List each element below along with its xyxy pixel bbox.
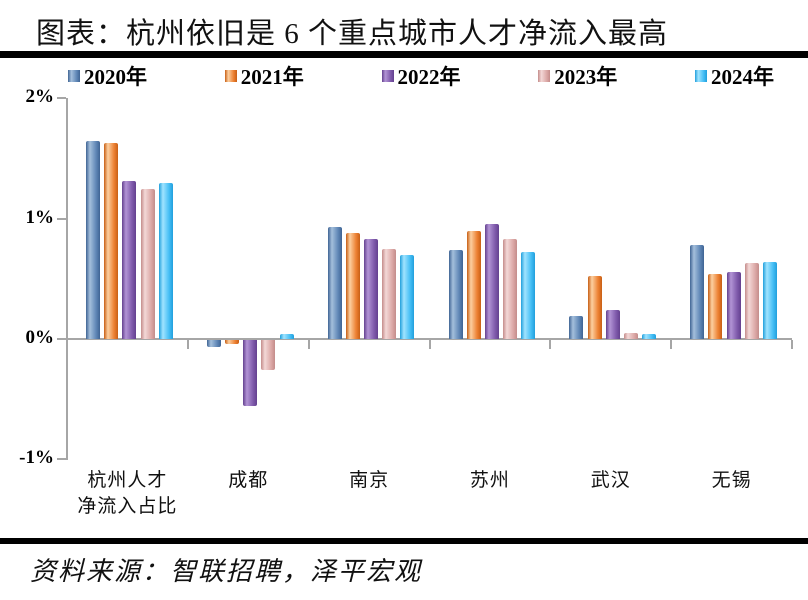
legend-label: 2022年 <box>397 65 461 89</box>
bar <box>364 239 379 339</box>
source-note: 资料来源：智联招聘，泽平宏观 <box>30 557 423 586</box>
x-axis-category-label: 成都 <box>178 468 318 494</box>
x-axis-category-label: 南京 <box>299 468 439 494</box>
bar <box>466 230 481 339</box>
y-axis-tick <box>57 217 66 220</box>
bar <box>140 188 155 339</box>
y-axis-line <box>66 98 68 460</box>
bar <box>744 263 759 339</box>
legend-label: 2023年 <box>554 65 618 89</box>
bar <box>708 274 723 339</box>
top-divider <box>0 51 808 58</box>
y-axis-tick-label: -1% <box>19 447 54 469</box>
bar <box>521 252 536 339</box>
bar <box>400 254 415 339</box>
legend-item: 2024年 <box>695 61 774 91</box>
bar <box>243 340 258 407</box>
y-axis-tick-label: 2% <box>25 86 55 108</box>
y-axis-tick-label: 0% <box>25 327 55 348</box>
chart-legend: 2020年 2021年 2022年 2023年 2024年 <box>68 63 774 89</box>
bar <box>104 142 119 339</box>
x-axis-tick <box>66 340 68 349</box>
x-axis-category-label: 无锡 <box>662 468 802 494</box>
x-axis-label-line: 成都 <box>228 470 269 491</box>
bar <box>623 332 638 339</box>
x-axis-line <box>66 338 792 340</box>
bar <box>279 334 294 339</box>
legend-item: 2020年 <box>68 61 147 91</box>
legend-color-swatch-icon <box>538 70 551 82</box>
bar <box>642 334 657 339</box>
bar <box>762 262 777 339</box>
y-axis-tick-label: 1% <box>25 206 55 228</box>
chart-title: 图表：杭州依旧是 6 个重点城市人才净流入最高 <box>36 18 669 50</box>
bar <box>327 227 342 339</box>
bar <box>225 340 240 344</box>
legend-item: 2021年 <box>224 61 304 91</box>
bar <box>206 340 221 348</box>
legend-label: 2020年 <box>84 65 147 89</box>
y-axis-tick <box>57 458 66 461</box>
x-axis-category-label: 苏州 <box>420 468 560 494</box>
legend-color-swatch-icon <box>224 70 237 82</box>
bar <box>345 233 360 339</box>
y-axis-tick <box>57 97 66 100</box>
legend-color-swatch-icon <box>381 70 394 82</box>
x-axis-label-line: 武汉 <box>590 470 631 491</box>
legend-color-swatch-icon <box>695 70 707 82</box>
bar <box>587 276 602 339</box>
bar <box>690 245 705 339</box>
x-axis-label-line: 南京 <box>349 470 390 491</box>
y-axis-tick <box>57 338 66 340</box>
bar <box>503 239 518 339</box>
x-axis-category-label: 杭州人才 净流入占比 <box>57 468 197 520</box>
legend-color-swatch-icon <box>68 70 80 82</box>
x-axis-tick <box>549 340 552 349</box>
bar <box>448 249 463 339</box>
legend-item: 2023年 <box>538 61 617 91</box>
x-axis-category-label: 武汉 <box>541 468 681 494</box>
x-axis-tick <box>791 340 793 349</box>
x-axis-tick <box>186 340 189 349</box>
bar <box>726 271 741 339</box>
bar <box>122 181 137 339</box>
x-axis-tick <box>670 340 673 349</box>
x-axis-tick <box>307 340 310 349</box>
legend-label: 2021年 <box>240 65 304 89</box>
bar <box>261 340 276 371</box>
legend-label: 2024年 <box>711 65 774 89</box>
bar <box>382 248 397 339</box>
x-axis-label-line: 净流入占比 <box>77 496 178 517</box>
x-axis-label-line: 杭州人才 <box>87 470 168 491</box>
legend-item: 2022年 <box>381 61 461 91</box>
bar <box>158 182 173 339</box>
bar <box>484 223 499 339</box>
x-axis-tick <box>428 340 431 349</box>
bar <box>569 316 584 339</box>
bar <box>605 310 620 339</box>
x-axis-label-line: 苏州 <box>469 470 510 491</box>
bar <box>86 140 100 339</box>
bottom-divider <box>0 538 808 544</box>
x-axis-label-line: 无锡 <box>711 470 752 491</box>
